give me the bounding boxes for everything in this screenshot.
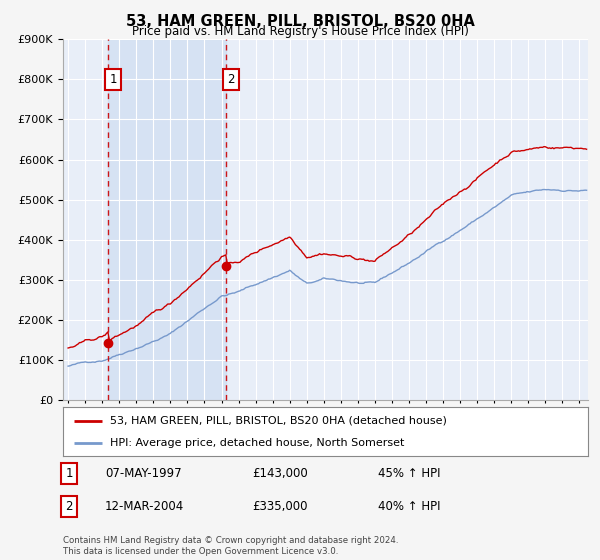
Text: £143,000: £143,000 — [252, 466, 308, 480]
Text: 53, HAM GREEN, PILL, BRISTOL, BS20 0HA (detached house): 53, HAM GREEN, PILL, BRISTOL, BS20 0HA (… — [110, 416, 447, 426]
Text: 1: 1 — [65, 466, 73, 480]
Text: 2: 2 — [65, 500, 73, 514]
Text: Price paid vs. HM Land Registry's House Price Index (HPI): Price paid vs. HM Land Registry's House … — [131, 25, 469, 38]
Text: 2: 2 — [227, 73, 235, 86]
Text: 53, HAM GREEN, PILL, BRISTOL, BS20 0HA: 53, HAM GREEN, PILL, BRISTOL, BS20 0HA — [125, 14, 475, 29]
Text: Contains HM Land Registry data © Crown copyright and database right 2024.
This d: Contains HM Land Registry data © Crown c… — [63, 536, 398, 556]
Text: 40% ↑ HPI: 40% ↑ HPI — [378, 500, 440, 514]
Text: 12-MAR-2004: 12-MAR-2004 — [105, 500, 184, 514]
Text: 45% ↑ HPI: 45% ↑ HPI — [378, 466, 440, 480]
Text: 07-MAY-1997: 07-MAY-1997 — [105, 466, 182, 480]
Text: HPI: Average price, detached house, North Somerset: HPI: Average price, detached house, Nort… — [110, 437, 404, 447]
Text: 1: 1 — [110, 73, 117, 86]
Text: £335,000: £335,000 — [252, 500, 308, 514]
Bar — [108, 39, 226, 400]
